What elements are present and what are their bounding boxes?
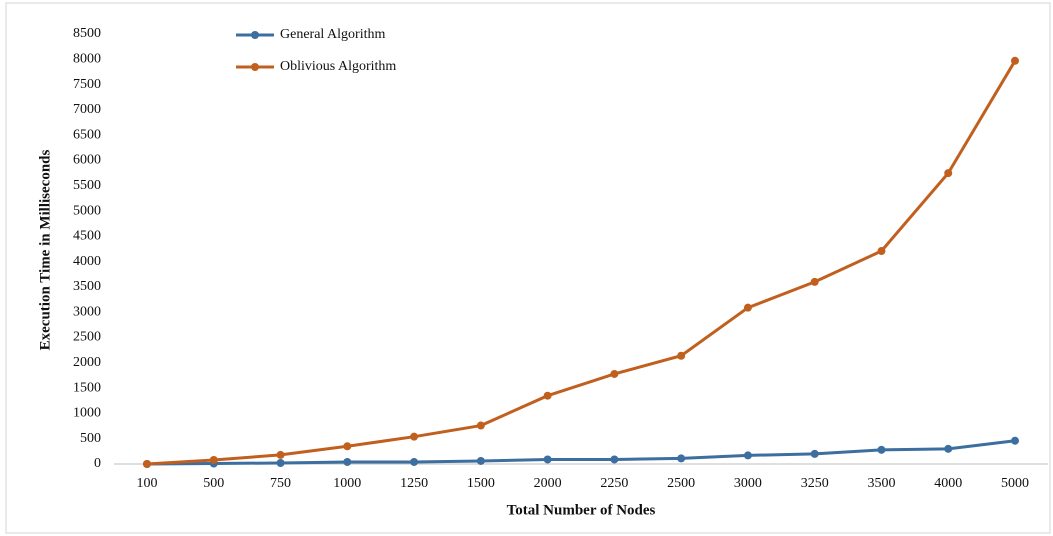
- legend-marker: [251, 31, 259, 39]
- data-point: [1011, 436, 1019, 445]
- data-point: [410, 432, 419, 441]
- series-line: [146, 439, 1016, 466]
- y-tick-label: 4500: [73, 229, 101, 244]
- data-point: [1011, 56, 1019, 65]
- data-point: [610, 455, 619, 464]
- y-tick-label: 4000: [73, 254, 101, 269]
- x-tick-label: 1500: [467, 476, 495, 491]
- y-tick-label: 3500: [73, 279, 101, 294]
- y-tick-label: 500: [80, 431, 101, 446]
- y-tick-label: 2000: [73, 355, 101, 370]
- y-tick-label: 7500: [73, 77, 101, 92]
- y-tick-label: 7000: [73, 102, 101, 117]
- x-tick-label: 500: [203, 476, 224, 491]
- data-point: [810, 449, 819, 458]
- data-point: [476, 456, 485, 465]
- data-point: [276, 450, 285, 459]
- data-point: [743, 451, 752, 460]
- x-tick-label: 3000: [734, 476, 762, 491]
- chart-frame: [5, 2, 1051, 534]
- data-point: [410, 457, 419, 466]
- data-point: [143, 460, 151, 468]
- data-point: [543, 455, 552, 464]
- x-tick-label: 3250: [801, 476, 829, 491]
- legend-label: Oblivious Algorithm: [280, 59, 396, 74]
- x-tick-label: 3500: [867, 476, 895, 491]
- y-tick-label: 0: [94, 456, 101, 471]
- data-point: [877, 445, 886, 454]
- data-point: [343, 457, 352, 466]
- y-tick-label: 8500: [73, 26, 101, 41]
- x-tick-label: 1000: [333, 476, 361, 491]
- legend-marker: [251, 63, 259, 71]
- legend-label: General Algorithm: [280, 27, 385, 42]
- y-tick-label: 8000: [73, 52, 101, 67]
- data-point: [677, 351, 686, 360]
- y-axis-label: Execution Time in Milliseconds: [37, 149, 53, 350]
- series-line: [146, 60, 1017, 466]
- y-tick-label: 6500: [73, 127, 101, 142]
- y-tick-label: 2500: [73, 330, 101, 345]
- x-tick-label: 1250: [400, 476, 428, 491]
- x-tick-label: 100: [137, 476, 158, 491]
- x-tick-label: 2500: [667, 476, 695, 491]
- data-point: [209, 455, 218, 464]
- x-tick-label: 4000: [934, 476, 962, 491]
- y-tick-label: 3000: [73, 304, 101, 319]
- y-tick-label: 6000: [73, 153, 101, 168]
- data-point: [610, 369, 619, 378]
- y-tick-label: 1000: [73, 406, 101, 421]
- data-point: [677, 454, 686, 463]
- x-tick-label: 2000: [534, 476, 562, 491]
- x-axis-label: Total Number of Nodes: [507, 502, 656, 518]
- data-point: [543, 391, 552, 400]
- x-tick-label: 2250: [600, 476, 628, 491]
- data-point: [276, 458, 285, 467]
- data-point: [944, 169, 953, 178]
- data-point: [343, 442, 352, 451]
- x-tick-label: 5000: [1001, 476, 1029, 491]
- data-point: [476, 421, 485, 430]
- data-point: [944, 444, 953, 453]
- data-point: [743, 303, 752, 312]
- x-tick-label: 750: [270, 476, 291, 491]
- y-tick-label: 5500: [73, 178, 101, 193]
- data-point: [810, 277, 819, 286]
- y-tick-label: 5000: [73, 203, 101, 218]
- data-point: [877, 247, 886, 256]
- y-tick-label: 1500: [73, 380, 101, 395]
